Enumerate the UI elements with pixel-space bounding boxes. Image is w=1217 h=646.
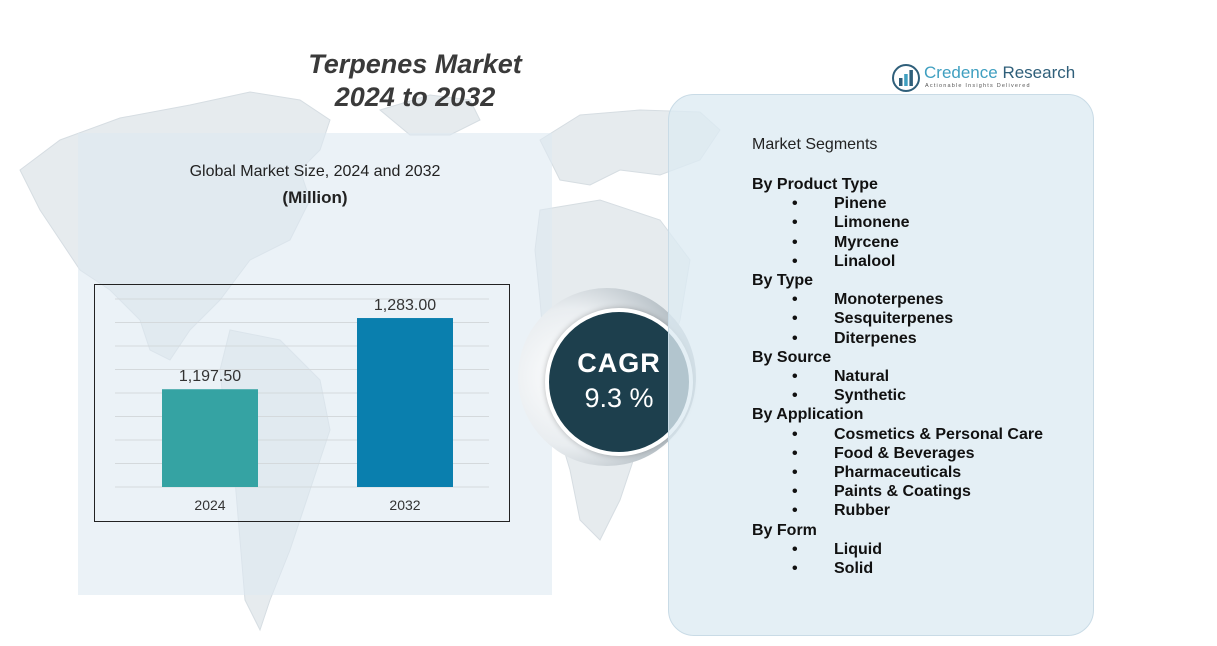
logo-name-part1: Credence bbox=[924, 63, 998, 82]
segment-group-title: By Form bbox=[752, 521, 817, 539]
segment-item: • Cosmetics & Personal Care bbox=[752, 425, 1082, 444]
segment-item-label: Paints & Coatings bbox=[834, 483, 971, 501]
segment-group-title: By Source bbox=[752, 348, 832, 366]
market-size-title: Global Market Size, 2024 and 2032 bbox=[189, 163, 441, 180]
segment-item-label: Liquid bbox=[834, 540, 882, 558]
bullet-icon: • bbox=[792, 252, 798, 270]
segment-item: • Rubber bbox=[752, 501, 1082, 520]
title-line-2: 2024 to 2032 bbox=[334, 82, 496, 112]
segment-item-label: Pharmaceuticals bbox=[834, 464, 962, 482]
segment-item: • Pinene bbox=[752, 194, 1082, 213]
segment-item-label: Natural bbox=[834, 368, 890, 386]
segment-item-label: Limonene bbox=[834, 214, 910, 232]
segment-item-label: Pinene bbox=[834, 195, 887, 213]
bar-value-label: 1,197.50 bbox=[179, 368, 241, 385]
credence-research-logo: Credence Research Actionable Insights De… bbox=[892, 62, 1075, 92]
segment-item-label: Rubber bbox=[834, 502, 890, 520]
segment-item-label: Synthetic bbox=[834, 387, 907, 405]
segment-item: • Pharmaceuticals bbox=[752, 463, 1082, 482]
segment-item: • Monoterpenes bbox=[752, 290, 1082, 309]
segment-item-label: Myrcene bbox=[834, 233, 899, 251]
bullet-icon: • bbox=[792, 483, 798, 501]
x-tick-label: 2032 bbox=[389, 497, 420, 513]
segment-item: • Diterpenes bbox=[752, 329, 1082, 348]
bullet-icon: • bbox=[792, 214, 798, 232]
title-line-1: Terpenes Market bbox=[308, 49, 522, 79]
bar-2032 bbox=[357, 318, 453, 487]
cagr-label: CAGR bbox=[577, 348, 661, 378]
segment-item: • Paints & Coatings bbox=[752, 482, 1082, 501]
market-segments-title: Market Segments bbox=[752, 136, 878, 153]
bullet-icon: • bbox=[792, 560, 798, 578]
bullet-icon: • bbox=[792, 368, 798, 386]
segment-item-label: Monoterpenes bbox=[834, 291, 944, 309]
segment-item-label: Sesquiterpenes bbox=[834, 310, 954, 328]
bar-2024 bbox=[162, 389, 258, 487]
market-segments-panel bbox=[668, 94, 1094, 636]
logo-tagline: Actionable Insights Delivered bbox=[925, 83, 1031, 89]
segment-item: • Liquid bbox=[752, 540, 1082, 559]
segment-item: • Limonene bbox=[752, 213, 1082, 232]
bar-chart-svg: 1,197.50 2024 1,283.00 2032 bbox=[115, 297, 489, 513]
bullet-icon: • bbox=[792, 464, 798, 482]
segment-item-label: Food & Beverages bbox=[834, 444, 975, 462]
segment-item-label: Linalool bbox=[834, 252, 896, 270]
segment-item: • Myrcene bbox=[752, 233, 1082, 252]
bullet-icon: • bbox=[792, 310, 798, 328]
bar-value-label: 1,283.00 bbox=[374, 297, 436, 314]
segment-item-label: Cosmetics & Personal Care bbox=[834, 425, 1043, 443]
segment-group-title: By Application bbox=[752, 406, 864, 424]
logo-name: Credence Research bbox=[924, 63, 1075, 83]
segment-group-title: By Type bbox=[752, 272, 814, 290]
logo-name-part2: Research bbox=[1002, 63, 1076, 82]
cagr-value: 9.3 % bbox=[584, 383, 654, 413]
segment-item-label: Solid bbox=[834, 560, 874, 578]
bullet-icon: • bbox=[792, 233, 798, 251]
segment-item-label: Diterpenes bbox=[834, 329, 917, 347]
bullet-icon: • bbox=[792, 502, 798, 520]
segment-item: • Synthetic bbox=[752, 386, 1082, 405]
bullet-icon: • bbox=[792, 195, 798, 213]
market-size-panel bbox=[78, 133, 552, 595]
x-tick-label: 2024 bbox=[194, 497, 225, 513]
segment-group-title: By Product Type bbox=[752, 176, 878, 193]
segment-item: • Linalool bbox=[752, 252, 1082, 271]
page-title: Terpenes Market 2024 to 2032 bbox=[250, 48, 580, 114]
bar-chart: 1,197.50 2024 1,283.00 2032 bbox=[94, 284, 510, 522]
bullet-icon: • bbox=[792, 444, 798, 462]
segment-item: • Food & Beverages bbox=[752, 444, 1082, 463]
bullet-icon: • bbox=[792, 540, 798, 558]
bullet-icon: • bbox=[792, 425, 798, 443]
market-segments-list: By Product Type • Pinene • Limonene • Myrcene •… bbox=[752, 175, 1082, 578]
segment-item: • Sesquiterpenes bbox=[752, 309, 1082, 328]
bar-chart-logo-icon bbox=[892, 64, 920, 92]
segment-item: • Solid bbox=[752, 559, 1082, 578]
bullet-icon: • bbox=[792, 291, 798, 309]
segment-item: • Natural bbox=[752, 367, 1082, 386]
bullet-icon: • bbox=[792, 387, 798, 405]
market-size-unit: (Million) bbox=[282, 188, 348, 207]
bullet-icon: • bbox=[792, 329, 798, 347]
